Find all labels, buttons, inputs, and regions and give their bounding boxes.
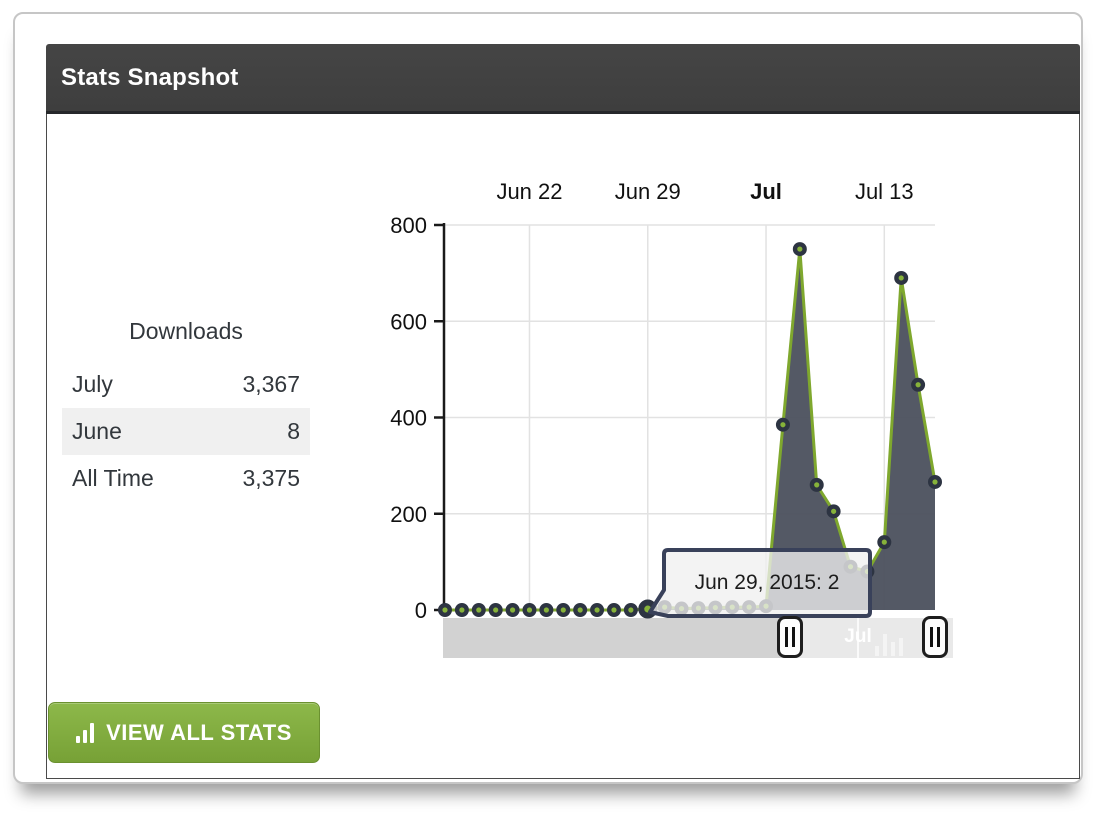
view-all-stats-label: VIEW ALL STATS xyxy=(106,719,292,745)
grip-icon xyxy=(937,627,940,647)
row-label: June xyxy=(72,418,122,444)
grip-icon xyxy=(792,627,795,647)
row-value: 3,367 xyxy=(242,371,300,397)
view-all-stats-button[interactable]: VIEW ALL STATS xyxy=(48,702,320,763)
row-value: 3,375 xyxy=(242,465,300,491)
range-slider-handle-right[interactable] xyxy=(922,616,948,658)
downloads-table-header: Downloads xyxy=(129,318,243,344)
range-slider-handle-left[interactable] xyxy=(777,616,803,658)
table-row-june: June 8 xyxy=(62,408,310,455)
row-label: All Time xyxy=(72,465,154,491)
table-row-alltime: All Time 3,375 xyxy=(62,455,310,502)
row-value: 8 xyxy=(287,418,300,444)
range-slider-track-left[interactable] xyxy=(443,618,790,658)
grip-icon xyxy=(930,627,933,647)
slider-mini-bar xyxy=(899,638,903,656)
slider-mini-bar xyxy=(891,642,895,656)
slider-mini-bar xyxy=(875,646,879,656)
grip-icon xyxy=(785,627,788,647)
table-row-july: July 3,367 xyxy=(62,361,310,408)
slider-month-divider xyxy=(857,618,859,658)
row-label: July xyxy=(72,371,113,397)
slider-mini-bar xyxy=(883,634,887,656)
widget-header: Stats Snapshot xyxy=(46,44,1080,114)
bar-chart-icon xyxy=(76,722,95,743)
widget-title: Stats Snapshot xyxy=(61,63,239,91)
slider-month-label: Jul xyxy=(844,626,872,647)
downloads-table: Downloads July 3,367 June 8 All Time 3,3… xyxy=(62,312,310,502)
